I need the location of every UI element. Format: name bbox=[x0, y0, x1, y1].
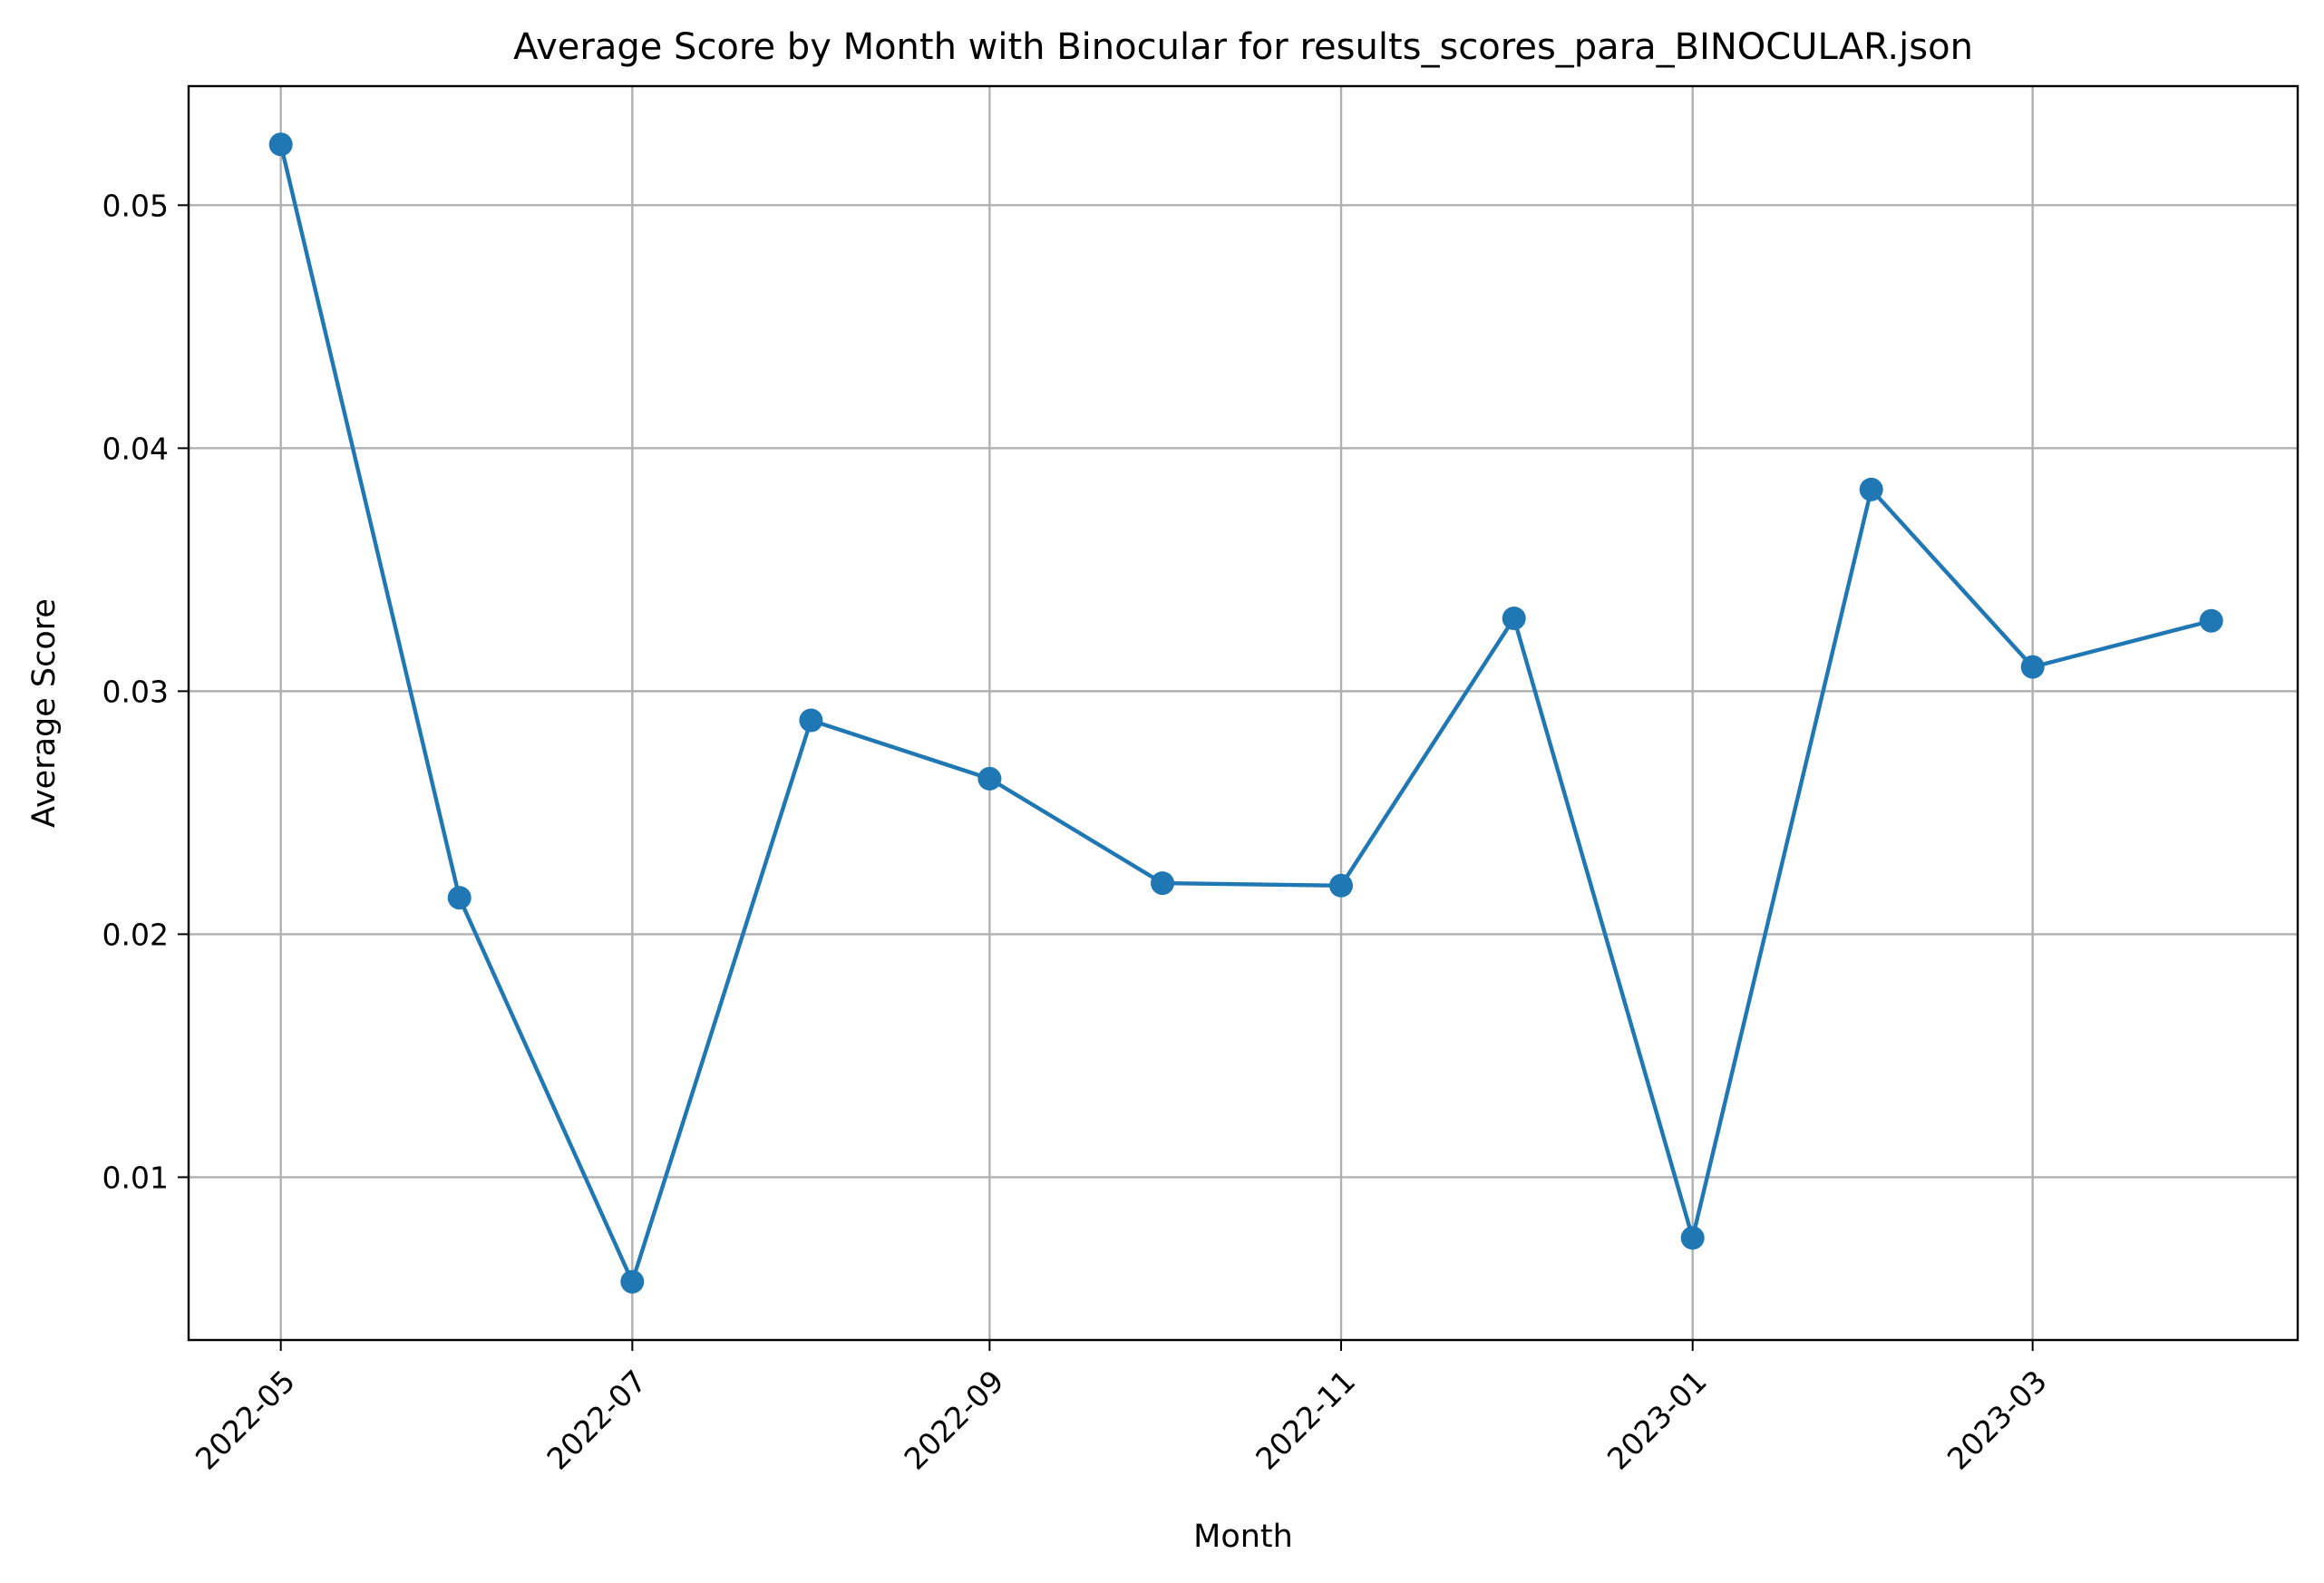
y-tick-label: 0.03 bbox=[102, 674, 169, 709]
data-point bbox=[268, 132, 293, 157]
data-point bbox=[977, 766, 1002, 791]
data-point bbox=[2199, 608, 2223, 633]
y-axis-label: Average Score bbox=[26, 598, 63, 828]
y-tick-label: 0.01 bbox=[102, 1160, 169, 1195]
series-line bbox=[278, 143, 2212, 1284]
data-point bbox=[2020, 655, 2045, 679]
grid bbox=[189, 86, 2298, 1340]
y-tick-label: 0.04 bbox=[102, 431, 169, 466]
data-point bbox=[1151, 871, 1174, 896]
plot-frame bbox=[187, 84, 2300, 1342]
y-tick-label: 0.02 bbox=[102, 917, 169, 952]
data-point bbox=[1502, 607, 1526, 630]
data-point bbox=[799, 708, 823, 733]
series-layer bbox=[268, 132, 2223, 1294]
data-point bbox=[620, 1269, 645, 1294]
y-tick-label: 0.05 bbox=[102, 188, 169, 223]
data-point bbox=[447, 886, 472, 910]
data-point bbox=[1680, 1226, 1705, 1250]
x-axis-label: Month bbox=[1193, 1519, 1293, 1555]
data-point bbox=[1329, 873, 1353, 898]
data-point bbox=[1859, 477, 1883, 501]
chart-title: Average Score by Month with Binocular fo… bbox=[513, 26, 1973, 68]
